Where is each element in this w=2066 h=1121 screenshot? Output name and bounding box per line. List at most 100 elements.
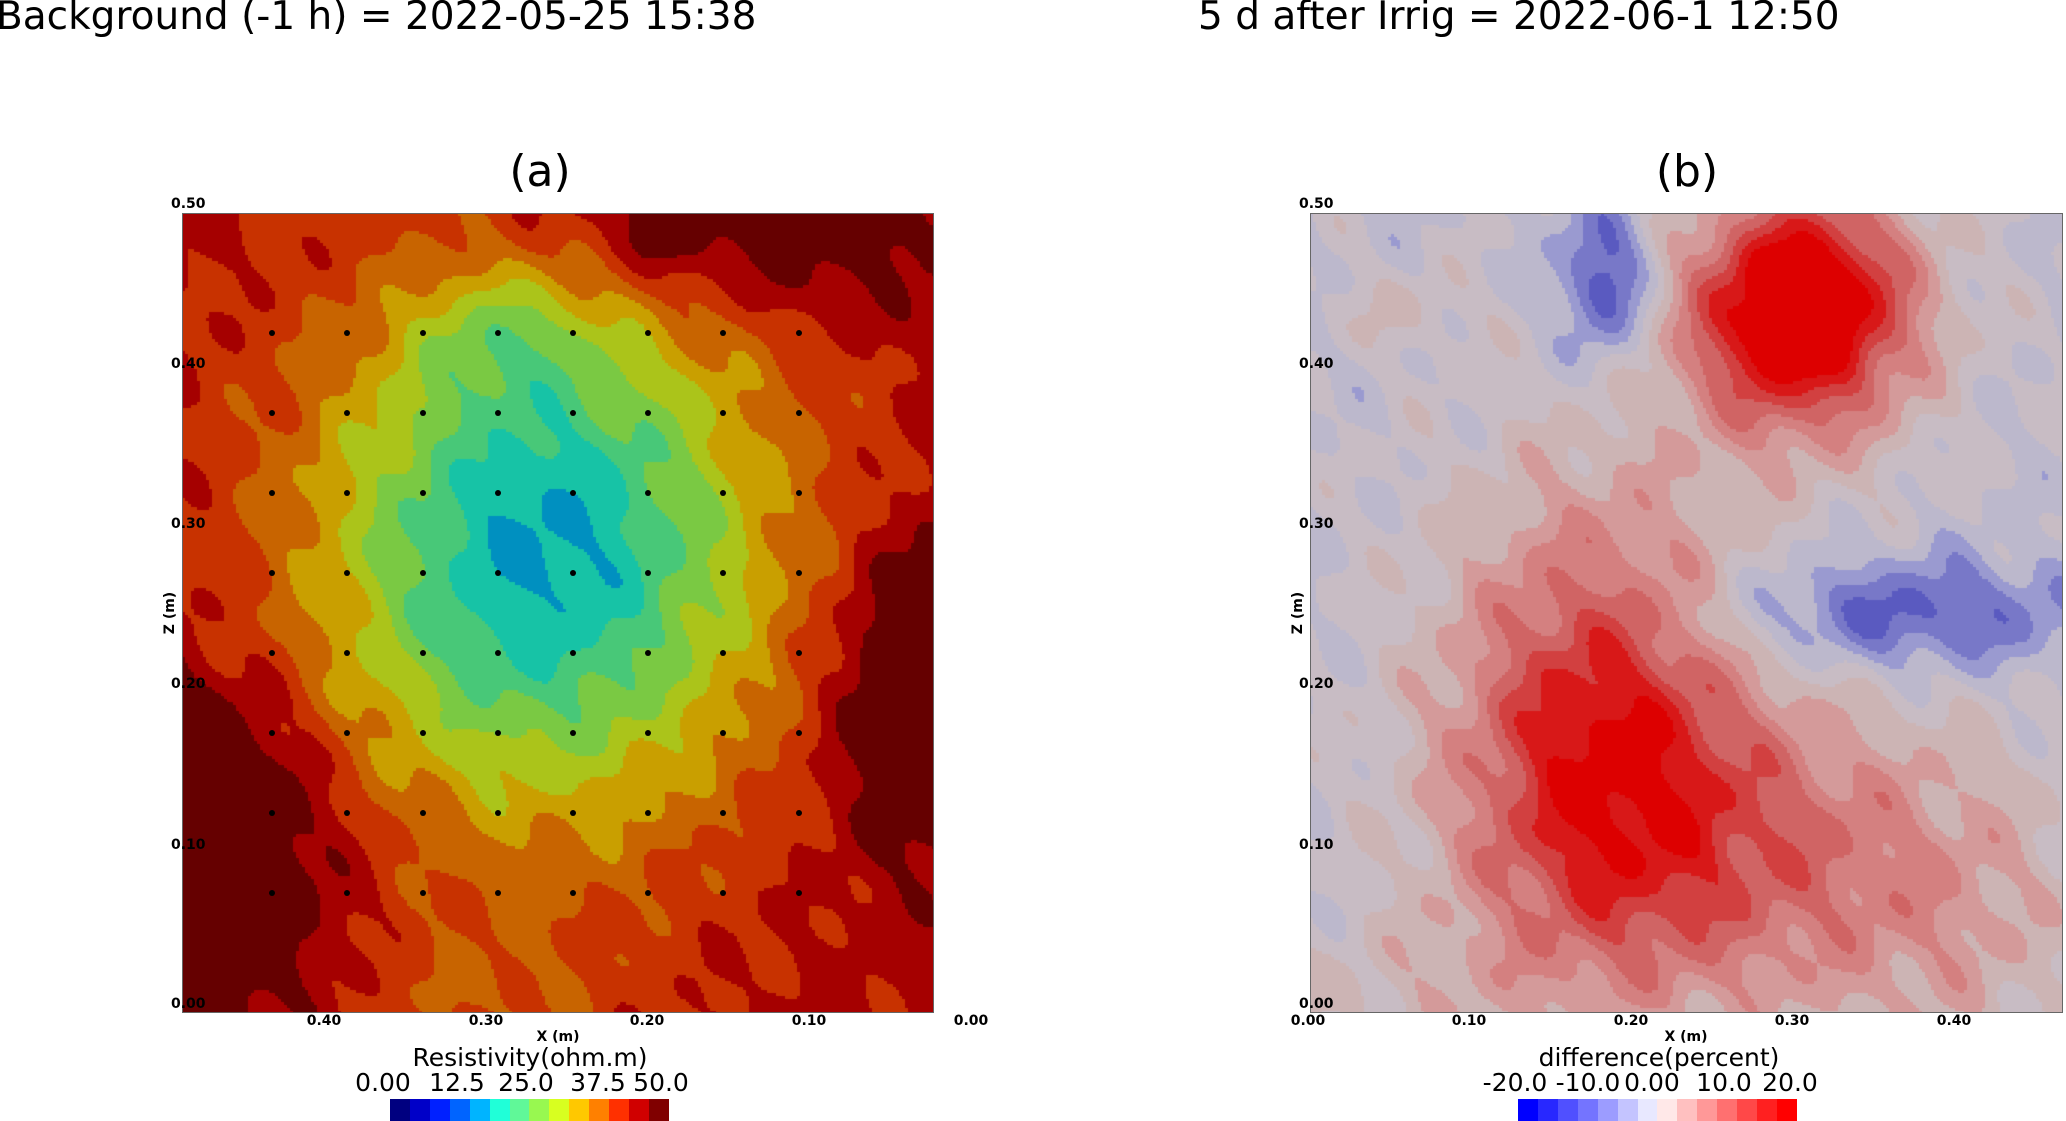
panel-label-a: (a) [509, 146, 571, 197]
electrode-dot [269, 410, 276, 416]
electrode-dot [570, 570, 577, 576]
electrode-dot [570, 330, 577, 336]
x-tick-b: 0.00 [1290, 1013, 1326, 1029]
electrode-dot [494, 490, 501, 496]
colorbar-swatch [1537, 1099, 1558, 1121]
colorbar-tick-a: 0.00 [355, 1068, 411, 1097]
electrode-dot [570, 810, 577, 816]
colorbar-b [1518, 1099, 1797, 1121]
electrode-dot [269, 570, 276, 576]
electrode-dot [720, 330, 727, 336]
electrode-dot [344, 490, 351, 496]
colorbar-swatch [609, 1099, 630, 1121]
x-tick-a: 0.40 [306, 1013, 342, 1029]
electrode-dot [720, 890, 727, 896]
electrode-dot [720, 810, 727, 816]
colorbar-a [390, 1099, 669, 1121]
electrode-dot [494, 410, 501, 416]
electrode-dot [344, 890, 351, 896]
electrode-dot [269, 330, 276, 336]
z-tick-b: 0.50 [1299, 196, 1334, 212]
z-tick-b: 0.10 [1299, 837, 1334, 853]
colorbar-swatch [1677, 1099, 1698, 1121]
colorbar-swatch [1597, 1099, 1618, 1121]
electrode-dot [645, 730, 652, 736]
electrode-dot [419, 410, 426, 416]
electrode-dot [645, 650, 652, 656]
electrode-dot [570, 650, 577, 656]
colorbar-swatch [629, 1099, 649, 1121]
difference-contour-plot [1310, 213, 2063, 1013]
electrode-dot [795, 650, 802, 656]
colorbar-swatch [1518, 1099, 1538, 1121]
resistivity-contour-plot [182, 213, 934, 1013]
colorbar-swatch [529, 1099, 550, 1121]
x-tick-a: 0.30 [468, 1013, 504, 1029]
colorbar-swatch [1776, 1099, 1797, 1121]
electrode-dot [419, 810, 426, 816]
x-tick-b: 0.10 [1451, 1013, 1487, 1029]
electrode-dot [570, 410, 577, 416]
colorbar-tick-b: -10.0 [1555, 1068, 1621, 1097]
z-tick-a: 0.00 [171, 996, 206, 1012]
colorbar-swatch [1697, 1099, 1718, 1121]
panel-label-b: (b) [1655, 146, 1719, 197]
colorbar-swatch [1557, 1099, 1578, 1121]
electrode-dot [269, 730, 276, 736]
plot-frame-a [182, 213, 934, 1013]
electrode-dot [795, 730, 802, 736]
electrode-dot [795, 410, 802, 416]
x-tick-a: 0.10 [791, 1013, 827, 1029]
electrode-dot [645, 570, 652, 576]
colorbar-swatch [449, 1099, 470, 1121]
colorbar-title-b: difference(percent) [1538, 1043, 1780, 1072]
colorbar-swatch [569, 1099, 590, 1121]
electrode-dot [344, 410, 351, 416]
electrode-dot [720, 570, 727, 576]
electrode-dot [419, 330, 426, 336]
electrode-dot [795, 330, 802, 336]
electrode-dot [795, 490, 802, 496]
electrode-dot [494, 650, 501, 656]
electrode-dot [494, 570, 501, 576]
electrode-dot [494, 810, 501, 816]
electrode-dot [344, 810, 351, 816]
electrode-dot [419, 890, 426, 896]
colorbar-swatch [589, 1099, 610, 1121]
colorbar-swatch [1717, 1099, 1738, 1121]
z-tick-b: 0.20 [1299, 676, 1334, 692]
title-b: 5 d after Irrig = 2022-06-1 12:50 [1198, 0, 1840, 39]
z-tick-a: 0.30 [171, 516, 206, 532]
electrode-dot [419, 650, 426, 656]
colorbar-swatch [1657, 1099, 1678, 1121]
colorbar-tick-a: 12.5 [429, 1068, 485, 1097]
colorbar-title-a: Resistivity(ohm.m) [412, 1043, 648, 1072]
colorbar-swatch [469, 1099, 490, 1121]
colorbar-swatch [409, 1099, 430, 1121]
z-tick-b: 0.30 [1299, 516, 1334, 532]
electrode-dot [720, 410, 727, 416]
colorbar-swatch [489, 1099, 510, 1121]
electrode-dot [645, 410, 652, 416]
colorbar-swatch [390, 1099, 410, 1121]
electrode-dot [720, 730, 727, 736]
electrode-dot [494, 730, 501, 736]
x-tick-a: 0.20 [629, 1013, 665, 1029]
electrode-dot [795, 890, 802, 896]
electrode-dot [570, 890, 577, 896]
x-tick-b: 0.40 [1936, 1013, 1972, 1029]
colorbar-swatch [1637, 1099, 1658, 1121]
x-axis-label-a: X (m) [536, 1029, 580, 1045]
colorbar-tick-a: 37.5 [570, 1068, 626, 1097]
colorbar-swatch [1737, 1099, 1758, 1121]
electrode-dot [645, 490, 652, 496]
electrode-dot [269, 810, 276, 816]
colorbar-swatch [429, 1099, 450, 1121]
colorbar-tick-b: -20.0 [1482, 1068, 1548, 1097]
colorbar-tick-b: 10.0 [1696, 1068, 1752, 1097]
plot-frame-b [1310, 213, 2063, 1013]
electrode-dot [795, 570, 802, 576]
colorbar-swatch [648, 1099, 669, 1121]
z-axis-label-b: Z (m) [1290, 591, 1306, 635]
electrode-dot [494, 890, 501, 896]
